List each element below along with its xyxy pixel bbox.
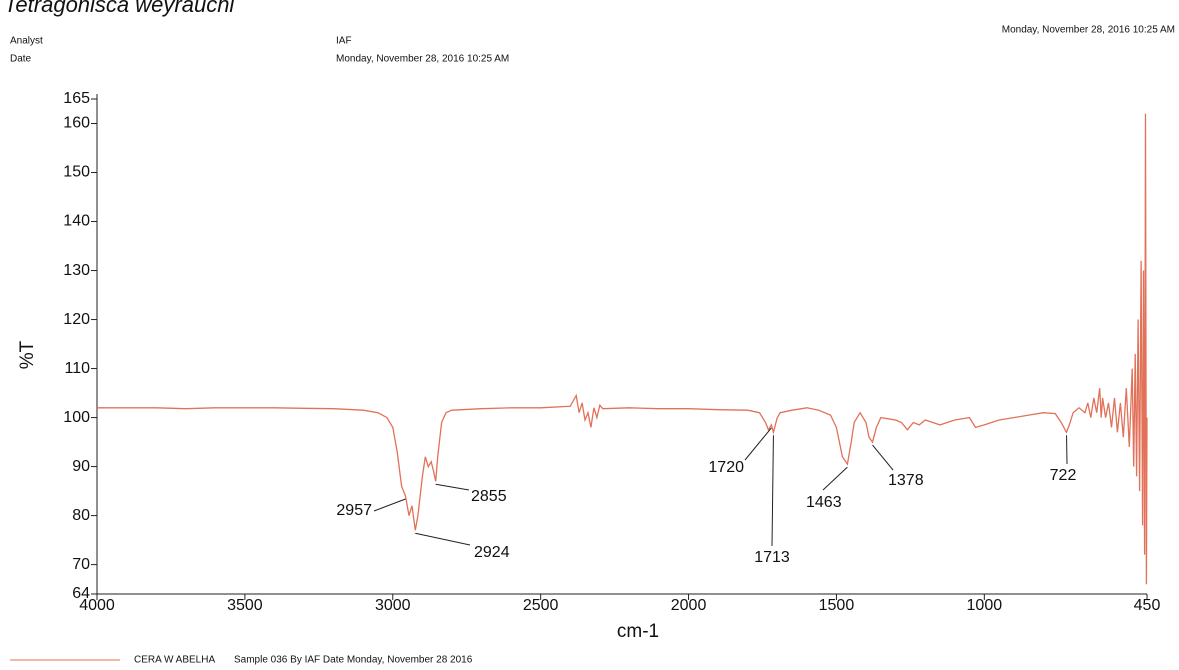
annotation-label: 2855 [471,488,507,505]
annotation-leader [415,532,471,546]
annotation-leader [872,444,894,471]
y-tick-label: 64 [72,585,90,602]
annotation-label: 722 [1050,467,1077,484]
y-tick-label: 140 [63,213,90,230]
y-tick-label: 160 [63,115,90,132]
x-tick-label: 1000 [967,597,1003,614]
y-tick-label: 130 [63,262,90,279]
y-tick-label: 70 [72,556,90,573]
annotation-leader [744,427,772,461]
annotation-leader [771,435,774,547]
y-tick-label: 80 [72,507,90,524]
chart-title: Tetragonisca weyrauchi [4,0,235,17]
x-tick-label: 4000 [79,597,115,614]
y-tick-label: 150 [63,164,90,181]
info-label: Date [10,54,32,65]
timestamp: Monday, November 28, 2016 10:25 AM [1002,25,1175,36]
annotation-label: 1713 [754,549,790,566]
annotation-leader [435,483,470,491]
x-tick-label: 3000 [375,597,411,614]
info-value: IAF [336,36,352,47]
annotation-label: 2957 [336,502,372,519]
y-tick-label: 110 [64,360,90,377]
annotation-label: 2924 [474,544,510,561]
y-tick-label: 120 [63,311,90,328]
x-tick-label: 1500 [819,597,855,614]
legend-note: Sample 036 By IAF Date Monday, November … [234,655,473,666]
annotation-leader [822,466,848,491]
annotation-label: 1378 [888,472,924,489]
annotation-label: 1463 [806,494,842,511]
y-tick-label: 100 [63,409,90,426]
x-axis-label: cm-1 [617,621,659,642]
x-tick-label: 3500 [227,597,263,614]
spectrum-line [97,113,1148,585]
info-label: Analyst [10,36,43,47]
x-tick-label: 2000 [671,597,707,614]
annotation-label: 1720 [708,459,744,476]
info-value: Monday, November 28, 2016 10:25 AM [336,54,509,65]
y-axis-label: %T [17,340,38,369]
y-tick-label: 165 [63,90,90,107]
x-tick-label: 450 [1134,597,1161,614]
annotation-leader [373,498,406,512]
y-tick-label: 90 [72,458,90,475]
x-tick-label: 2500 [523,597,559,614]
legend-entry: CERA W ABELHA [134,655,215,666]
